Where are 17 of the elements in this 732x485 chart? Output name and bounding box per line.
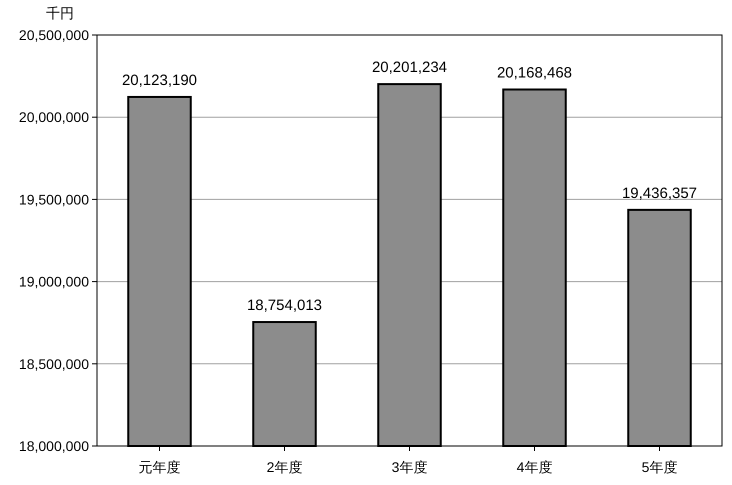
data-label: 20,168,468 <box>496 64 572 82</box>
data-label: 18,754,013 <box>246 297 322 314</box>
data-label: 20,201,234 <box>372 59 448 76</box>
x-tick-label: 元年度 <box>138 459 180 475</box>
y-tick-label: 20,500,000 <box>18 27 90 43</box>
y-tick-label: 19,500,000 <box>18 191 90 208</box>
x-tick-label: 2年度 <box>266 459 302 475</box>
y-axis-title: 千円 <box>46 5 74 21</box>
y-tick-label: 20,000,000 <box>18 109 90 126</box>
data-label: 20,123,190 <box>122 72 198 89</box>
x-tick-label: 5年度 <box>642 459 678 475</box>
x-tick-label: 3年度 <box>392 459 428 475</box>
data-label: 19,436,357 <box>622 184 698 202</box>
x-tick-label: 4年度 <box>516 459 552 475</box>
y-tick-label: 18,000,000 <box>18 438 90 454</box>
y-tick-label: 18,500,000 <box>18 356 90 372</box>
y-tick-label: 19,000,000 <box>18 274 90 290</box>
